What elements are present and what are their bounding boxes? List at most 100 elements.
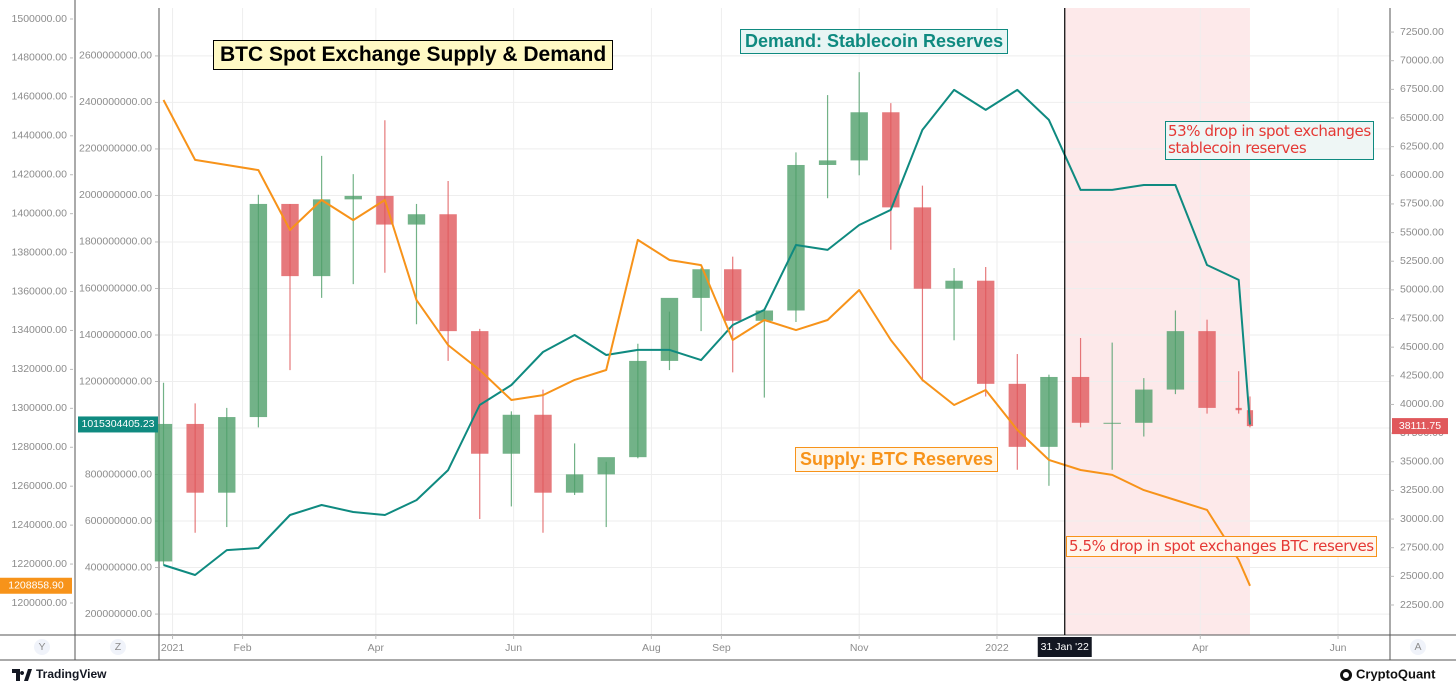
y-tick-label: 27500.00 [1400,541,1444,553]
candle-body [1103,422,1121,424]
candle-body [724,269,742,321]
y-tick-label: 1500000.00 [12,13,68,25]
y-tick-label: 1400000.00 [12,207,68,219]
y-tick-label: 60000.00 [1400,169,1444,181]
last-value-tag [78,416,158,433]
x-tick-label: Aug [642,642,661,654]
y-tick-label: 1380000.00 [12,246,68,258]
series-line [163,88,1251,576]
x-tick-label: Jun [1330,642,1347,654]
annotation: 5.5% drop in spot exchanges BTC reserves [1066,536,1377,558]
chart-title: BTC Spot Exchange Supply & Demand [213,40,614,71]
candle-body [439,214,457,332]
y-tick-label: 1200000.00 [12,597,68,609]
candle-body [281,203,299,277]
y-tick-label: 1320000.00 [12,363,68,375]
y-tick-label: 45000.00 [1400,341,1444,353]
annotation-line: 5.5% drop in spot exchanges BTC reserves [1069,537,1374,555]
y-tick-label: 57500.00 [1400,198,1444,210]
candle-body [502,414,521,454]
y-tick-label: 2400000000.00 [79,96,152,108]
y-tick-label: 1280000.00 [12,441,68,453]
y-tick-label: 1220000.00 [12,558,68,570]
y-tick-label: 2200000000.00 [79,143,152,155]
x-tick-label: Nov [850,642,869,654]
scale-button-label[interactable]: A [1414,641,1421,653]
y-tick-label: 30000.00 [1400,513,1444,525]
x-tick-label: 2021 [161,642,185,654]
x-tick-label: 2022 [985,642,1009,654]
last-value-tag [1392,418,1448,435]
last-value-label: 1208858.90 [8,580,64,592]
y-tick-label: 1240000.00 [12,519,68,531]
y-tick-label: 1600000000.00 [79,282,152,294]
y-tick-label: 47500.00 [1400,312,1444,324]
y-tick-label: 25000.00 [1400,570,1444,582]
brand-logo [1340,669,1353,681]
x-tick-label: Feb [234,642,252,654]
y-tick-label: 800000000.00 [85,468,152,480]
y-tick-label: 1360000.00 [12,285,68,297]
scale-button-label[interactable]: Y [38,641,45,653]
brand-right: CryptoQuant [1356,666,1436,681]
candle-body [249,203,268,418]
event-label: 31 Jan '22 [1041,641,1089,653]
candle-body [945,280,963,289]
y-tick-label: 55000.00 [1400,226,1444,238]
x-tick-label: Apr [368,642,385,654]
scale-button-label[interactable]: Z [115,641,122,653]
candle-body [1040,376,1058,447]
candle-body [344,195,362,200]
y-tick-label: 200000000.00 [85,608,152,620]
candle-body [407,214,426,225]
scale-button[interactable] [34,639,50,655]
annotation: 53% drop in spot exchanges stablecoin re… [1165,121,1374,160]
y-tick-label: 1480000.00 [12,52,68,64]
x-tick-label: Apr [1192,642,1209,654]
series-label: Supply: BTC Reserves [795,447,999,472]
brand-left: TradingView [36,667,107,681]
y-tick-label: 40000.00 [1400,398,1444,410]
candle-body [818,160,837,165]
candle-body [534,414,552,493]
candle-body [787,164,805,311]
y-tick-label: 50000.00 [1400,284,1444,296]
x-tick-label: Jun [505,642,522,654]
candle-body [565,474,584,493]
scale-button[interactable] [1410,639,1426,655]
candle-body [1235,407,1242,411]
y-tick-label: 2600000000.00 [79,50,152,62]
candle-body [1198,331,1216,408]
candle-body [186,423,204,493]
scale-button[interactable] [110,639,126,655]
y-tick-label: 52500.00 [1400,255,1444,267]
y-tick-label: 62500.00 [1400,140,1444,152]
event-label-bg [1037,637,1092,657]
y-tick-label: 600000000.00 [85,515,152,527]
candle-body [1166,331,1185,390]
candle-body [976,280,995,384]
y-tick-label: 1260000.00 [12,480,68,492]
y-tick-label: 1200000000.00 [79,375,152,387]
candle-body [312,199,331,277]
last-value-label: 1015304405.23 [82,418,155,430]
y-tick-label: 65000.00 [1400,112,1444,124]
y-tick-label: 400000000.00 [85,561,152,573]
y-tick-label: 70000.00 [1400,54,1444,66]
annotation-line: 53% drop in spot exchanges [1168,122,1371,140]
candle-body [629,360,647,458]
last-value-label: 38111.75 [1399,420,1441,432]
series-line [162,99,1251,587]
y-tick-label: 1460000.00 [12,91,68,103]
y-tick-label: 1300000.00 [12,402,68,414]
candle-body [471,331,489,454]
candle-body [755,310,774,321]
candle-body [597,457,615,475]
series-label: Demand: Stablecoin Reserves [740,29,1009,54]
y-tick-label: 35000.00 [1400,456,1444,468]
candle-body [218,417,236,493]
y-tick-label: 2000000000.00 [79,189,152,201]
y-tick-label: 42500.00 [1400,370,1444,382]
